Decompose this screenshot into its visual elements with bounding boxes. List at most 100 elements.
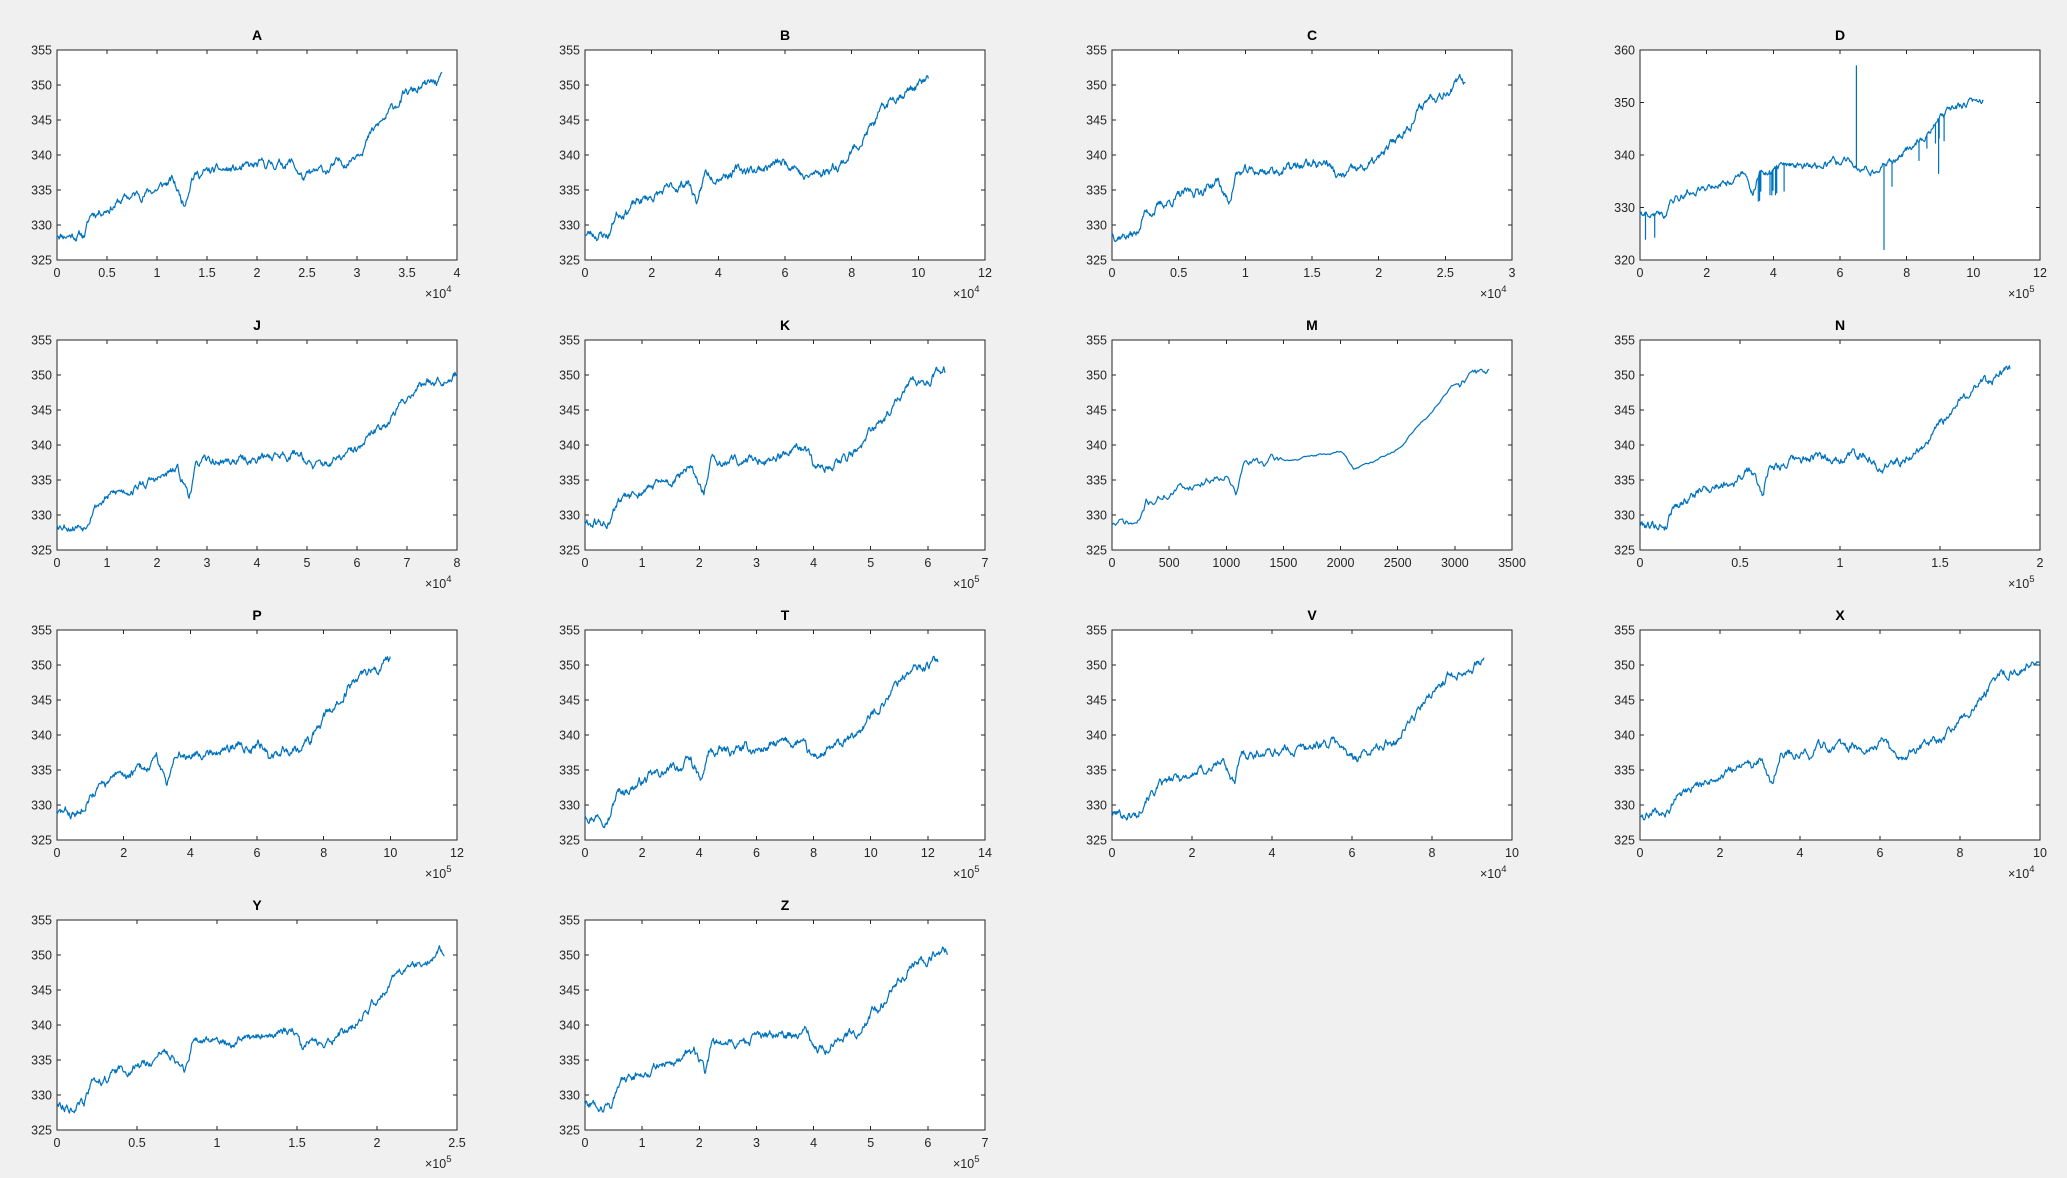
axes-box-d (1639, 49, 2041, 261)
y-tick-label: 340 (1086, 439, 1107, 453)
y-tick-label: 330 (31, 799, 52, 813)
panel-title-a: A (252, 27, 262, 43)
y-tick-label: 325 (559, 834, 580, 848)
x-tick-label: 0 (1109, 846, 1116, 860)
x-tick-label: 2 (648, 266, 655, 280)
series-line-a (56, 71, 443, 242)
y-tick-label: 330 (31, 219, 52, 233)
y-tick-label: 335 (559, 764, 580, 778)
x-tick-label: 1 (1242, 266, 1249, 280)
x-tick-label: 2 (1189, 846, 1196, 860)
y-tick-label: 350 (31, 79, 52, 93)
x-tick-label: 12 (2033, 266, 2047, 280)
subplot-c: C 0 0.5 1 1.5 2 2.5 3 325 330 335 340 345 350 355 ×104 (1086, 27, 1515, 301)
x-tick-label: 500 (1159, 556, 1180, 570)
x-tick-label: 8 (810, 846, 817, 860)
x-tick-label: 2 (639, 846, 646, 860)
y-tick-label: 330 (1614, 509, 1635, 523)
y-tick-label: 330 (559, 219, 580, 233)
y-tick-label: 330 (1086, 509, 1107, 523)
y-tick-label: 350 (31, 369, 52, 383)
subplot-m: M 0 500 1000 1500 2000 2500 3000 3500 325 330 335 34… (1086, 317, 1526, 570)
x-tick-label: 4 (454, 266, 461, 280)
panel-title-d: D (1835, 27, 1845, 43)
panel-title-c: C (1307, 27, 1317, 43)
y-tick-label: 330 (31, 1089, 52, 1103)
y-tick-label: 320 (1614, 254, 1635, 268)
x-tick-label: 8 (320, 846, 327, 860)
panel-title-z: Z (781, 897, 790, 913)
x-tick-label: 5 (867, 556, 874, 570)
y-tick-label: 355 (1086, 334, 1107, 348)
x-tick-label: 0.5 (1731, 556, 1748, 570)
x-tick-label: 0.5 (1170, 266, 1187, 280)
y-tick-label: 325 (1086, 254, 1107, 268)
x-tick-label: 8 (1429, 846, 1436, 860)
y-tick-label: 340 (559, 729, 580, 743)
x-tick-label: 2.5 (1437, 266, 1454, 280)
y-tick-label: 325 (31, 834, 52, 848)
subplot-d: D 0 2 4 6 8 10 12 320 330 340 350 360 ×105 (1614, 27, 2047, 301)
y-tick-label: 325 (1086, 834, 1107, 848)
y-tick-label: 355 (1614, 334, 1635, 348)
axes-box-c (1111, 49, 1513, 261)
x-tick-label: 1 (104, 556, 111, 570)
x-tick-label: 8 (1903, 266, 1910, 280)
y-tick-label: 355 (559, 334, 580, 348)
x-tick-label: 4 (1269, 846, 1276, 860)
x-tick-label: 3 (204, 556, 211, 570)
x-tick-label: 3.5 (398, 266, 415, 280)
x-tick-label: 1 (154, 266, 161, 280)
x-tick-label: 0.5 (98, 266, 115, 280)
y-tick-label: 330 (559, 1089, 580, 1103)
y-tick-label: 345 (1086, 694, 1107, 708)
y-tick-label: 350 (559, 949, 580, 963)
x-tick-label: 0 (582, 846, 589, 860)
y-tick-label: 335 (559, 474, 580, 488)
axes-box-t (584, 629, 986, 841)
y-tick-label: 355 (559, 914, 580, 928)
x-tick-label: 3 (753, 1136, 760, 1150)
y-tick-label: 350 (1086, 369, 1107, 383)
y-tick-label: 340 (31, 729, 52, 743)
y-tick-label: 340 (559, 149, 580, 163)
y-tick-label: 355 (1086, 44, 1107, 58)
series-line-d (1639, 65, 1984, 251)
y-tick-label: 360 (1614, 44, 1635, 58)
x-tick-label: 4 (810, 556, 817, 570)
x-tick-label: 0 (54, 556, 61, 570)
y-tick-label: 340 (1614, 149, 1635, 163)
y-tick-label: 350 (559, 79, 580, 93)
y-tick-label: 325 (1614, 834, 1635, 848)
y-tick-label: 350 (31, 659, 52, 673)
x-tick-label: 2 (1703, 266, 1710, 280)
x-tick-label: 8 (848, 266, 855, 280)
x-exponent-label: ×104 (425, 284, 452, 301)
series-line-c (1111, 73, 1466, 243)
y-tick-label: 345 (31, 694, 52, 708)
y-tick-label: 325 (1086, 544, 1107, 558)
x-tick-label: 1.5 (1931, 556, 1948, 570)
series-line-y (56, 945, 445, 1114)
x-tick-label: 4 (1770, 266, 1777, 280)
x-tick-label: 6 (782, 266, 789, 280)
y-tick-label: 335 (1086, 474, 1107, 488)
axes-box-k (584, 339, 986, 551)
y-tick-label: 350 (559, 659, 580, 673)
y-tick-label: 335 (1086, 184, 1107, 198)
series-line-k (584, 366, 946, 530)
y-tick-label: 325 (559, 544, 580, 558)
y-tick-label: 350 (559, 369, 580, 383)
x-tick-label: 12 (921, 846, 935, 860)
subplot-p: P 0 2 4 6 8 10 12 325 330 335 340 345 350 355 ×105 (31, 607, 464, 881)
x-tick-label: 0 (582, 1136, 589, 1150)
x-tick-label: 1500 (1270, 556, 1298, 570)
panel-title-x: X (1835, 607, 1845, 623)
x-tick-label: 6 (1877, 846, 1884, 860)
axes-box-n (1639, 339, 2041, 551)
x-tick-label: 2 (254, 266, 261, 280)
x-tick-label: 6 (924, 556, 931, 570)
x-tick-label: 1.5 (1303, 266, 1320, 280)
